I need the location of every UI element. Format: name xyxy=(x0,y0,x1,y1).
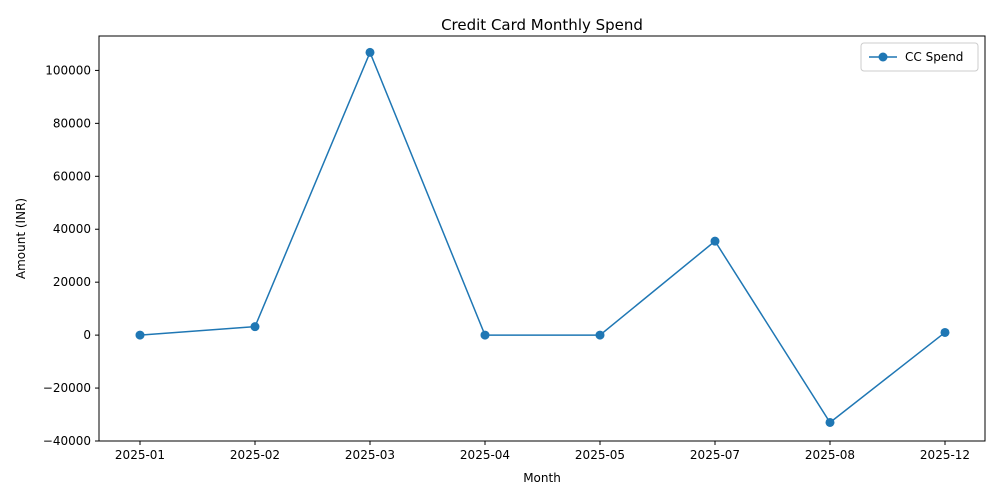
x-tick-label: 2025-03 xyxy=(345,448,395,462)
legend-marker xyxy=(878,52,888,62)
series-line xyxy=(139,50,946,424)
data-point xyxy=(480,330,490,340)
y-tick-label: 0 xyxy=(83,328,91,342)
chart-title: Credit Card Monthly Spend xyxy=(441,16,643,34)
y-axis-label: Amount (INR) xyxy=(14,198,28,279)
x-tick-label: 2025-02 xyxy=(230,448,280,462)
y-tick-label: 40000 xyxy=(53,222,91,236)
x-tick-label: 2025-12 xyxy=(920,448,970,462)
data-point xyxy=(595,330,605,340)
x-tick-label: 2025-01 xyxy=(115,448,165,462)
x-axis-label: Month xyxy=(523,471,561,485)
y-tick-label: 80000 xyxy=(53,116,91,130)
data-point xyxy=(365,47,375,57)
y-tick-label: −40000 xyxy=(43,434,91,448)
series-group xyxy=(135,47,950,427)
y-tick-label: 60000 xyxy=(53,169,91,183)
x-axis: 2025-01 2025-02 2025-03 2025-04 2025-05 2025-… xyxy=(115,441,970,462)
y-axis: −40000 −20000 0 20000 40000 60000 80000 100000 xyxy=(43,63,99,448)
data-point xyxy=(250,322,260,332)
legend-label: CC Spend xyxy=(905,50,963,64)
data-point xyxy=(135,330,145,340)
x-tick-label: 2025-07 xyxy=(690,448,740,462)
x-tick-label: 2025-05 xyxy=(575,448,625,462)
data-point xyxy=(710,236,720,246)
data-point xyxy=(940,327,950,337)
x-tick-label: 2025-04 xyxy=(460,448,510,462)
plot-frame xyxy=(98,35,986,442)
legend: CC Spend xyxy=(860,42,979,72)
y-tick-label: −20000 xyxy=(43,381,91,395)
legend-box xyxy=(860,42,979,72)
y-tick-label: 20000 xyxy=(53,275,91,289)
x-tick-label: 2025-08 xyxy=(805,448,855,462)
y-tick-label: 100000 xyxy=(45,63,91,77)
plot-area xyxy=(98,35,986,442)
data-point xyxy=(825,417,835,427)
